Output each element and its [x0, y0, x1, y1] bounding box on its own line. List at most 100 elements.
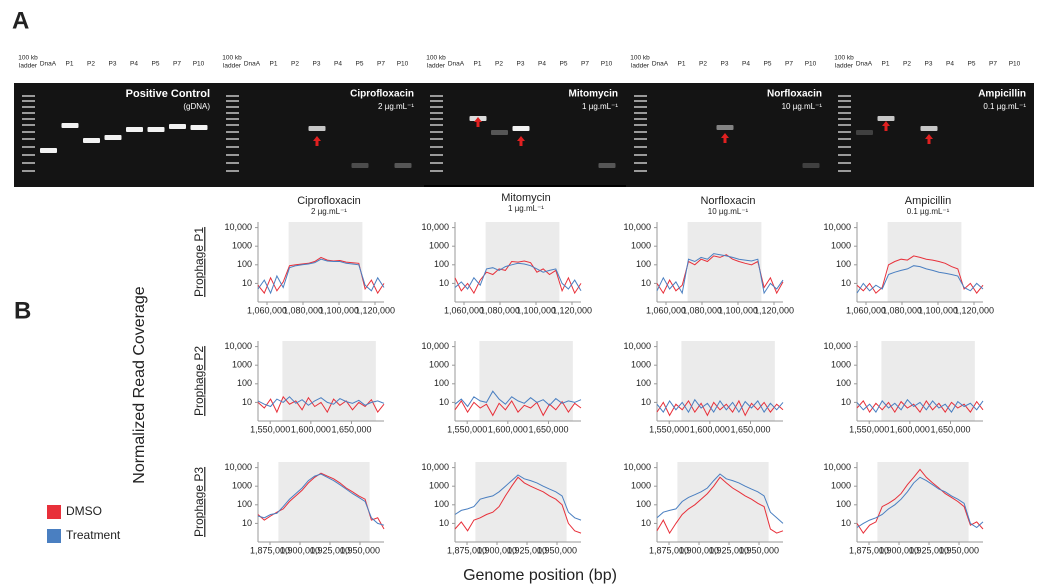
y-tick-label: 10,000	[421, 462, 449, 472]
lane-label: P3	[517, 61, 525, 68]
column-subtitle: 0.1 µg.mL⁻¹	[907, 207, 950, 216]
gel-subtitle: 0.1 µg.mL⁻¹	[983, 102, 1026, 111]
x-tick-label: 1,060,000	[444, 305, 484, 315]
lane-label: P3	[925, 61, 933, 68]
x-tick-label: 1,600,000	[890, 424, 930, 434]
lane-label: P4	[742, 61, 750, 68]
lane-label: P1	[882, 61, 890, 68]
lane-label: ladder	[223, 63, 242, 70]
column-title: Ciprofloxacin	[297, 195, 361, 207]
y-tick-label: 100	[836, 499, 851, 509]
y-tick-label: 10,000	[823, 222, 851, 232]
lane-label: P7	[989, 61, 997, 68]
panel-label: A	[12, 7, 29, 34]
gel-band	[105, 135, 122, 140]
x-tick-label: 1,650,000	[528, 424, 568, 434]
ladder-band	[838, 124, 851, 126]
ladder-band	[22, 124, 35, 126]
lane-label: P3	[721, 61, 729, 68]
y-tick-label: 1000	[429, 241, 449, 251]
shaded-region	[289, 222, 363, 302]
y-tick-label: 10,000	[623, 462, 651, 472]
gel-band	[191, 125, 208, 130]
lane-label: P4	[538, 61, 546, 68]
shaded-region	[278, 462, 369, 542]
y-tick-label: 100	[636, 378, 651, 388]
ladder-band	[22, 138, 35, 140]
gel-band	[148, 127, 165, 132]
y-tick-label: 100	[836, 259, 851, 269]
lane-label: P2	[87, 61, 95, 68]
y-tick-label: 1000	[232, 481, 252, 491]
gel-title: Positive Control	[126, 88, 210, 100]
ladder-band	[838, 162, 851, 164]
x-tick-label: 1,600,000	[488, 424, 528, 434]
lane-label: P10	[805, 61, 817, 68]
lane-label: P7	[785, 61, 793, 68]
lane-label: P5	[968, 61, 976, 68]
lane-label: P4	[130, 61, 138, 68]
x-tick-label: 1,080,000	[283, 305, 323, 315]
ladder-band	[22, 170, 35, 172]
y-tick-label: 10,000	[623, 222, 651, 232]
y-tick-label: 100	[836, 378, 851, 388]
lane-label: P2	[291, 61, 299, 68]
column-subtitle: 2 µg.mL⁻¹	[311, 207, 347, 216]
y-tick-label: 10	[439, 278, 449, 288]
y-tick-label: 10	[641, 518, 651, 528]
gel-band	[491, 130, 508, 135]
y-axis-title: Normalized Read Coverage	[131, 286, 148, 484]
x-tick-label: 1,060,000	[846, 305, 886, 315]
y-tick-label: 10	[439, 397, 449, 407]
y-tick-label: 10,000	[421, 341, 449, 351]
y-tick-label: 10,000	[623, 341, 651, 351]
lane-label: 100 kb	[222, 55, 242, 62]
x-tick-label: 1,060,000	[247, 305, 287, 315]
lane-label: P2	[699, 61, 707, 68]
x-tick-label: 1,950,000	[939, 545, 979, 555]
ladder-band	[430, 138, 443, 140]
gel-band	[395, 163, 412, 168]
gel-band	[513, 126, 530, 131]
legend-swatch	[47, 529, 61, 543]
ladder-band	[430, 100, 443, 102]
lane-label: P7	[581, 61, 589, 68]
row-label: Prophage P1	[192, 227, 206, 297]
ladder-band	[22, 118, 35, 120]
ladder-band	[430, 146, 443, 148]
gel-title: Mitomycin	[569, 89, 618, 100]
ladder-band	[430, 154, 443, 156]
ladder-band	[838, 112, 851, 114]
gel-band	[83, 138, 100, 143]
gel-band	[717, 125, 734, 130]
x-tick-label: 1,080,000	[882, 305, 922, 315]
y-tick-label: 100	[237, 499, 252, 509]
y-tick-label: 10,000	[823, 341, 851, 351]
lane-label: P5	[152, 61, 160, 68]
lane-label: P10	[193, 61, 205, 68]
x-tick-label: 1,060,000	[646, 305, 686, 315]
ladder-band	[634, 95, 647, 97]
gel-title: Ampicillin	[978, 89, 1026, 100]
ladder-band	[430, 162, 443, 164]
y-tick-label: 10	[841, 397, 851, 407]
lane-label: P5	[356, 61, 364, 68]
gel-subtitle: 10 µg.mL⁻¹	[782, 102, 823, 111]
gel-band	[62, 123, 79, 128]
ladder-band	[226, 131, 239, 133]
shaded-region	[888, 222, 962, 302]
y-tick-label: 100	[636, 259, 651, 269]
x-tick-label: 1,650,000	[930, 424, 970, 434]
ladder-band	[430, 106, 443, 108]
y-tick-label: 1000	[831, 241, 851, 251]
x-tick-label: 1,120,000	[355, 305, 395, 315]
y-tick-label: 10,000	[224, 462, 252, 472]
y-tick-label: 1000	[631, 241, 651, 251]
x-tick-label: 1,550,000	[447, 424, 487, 434]
y-tick-label: 1000	[232, 241, 252, 251]
x-tick-label: 1,550,000	[649, 424, 689, 434]
y-tick-label: 100	[636, 499, 651, 509]
x-tick-label: 1,120,000	[552, 305, 592, 315]
lane-label: DnaA	[40, 61, 57, 68]
y-tick-label: 10	[841, 518, 851, 528]
